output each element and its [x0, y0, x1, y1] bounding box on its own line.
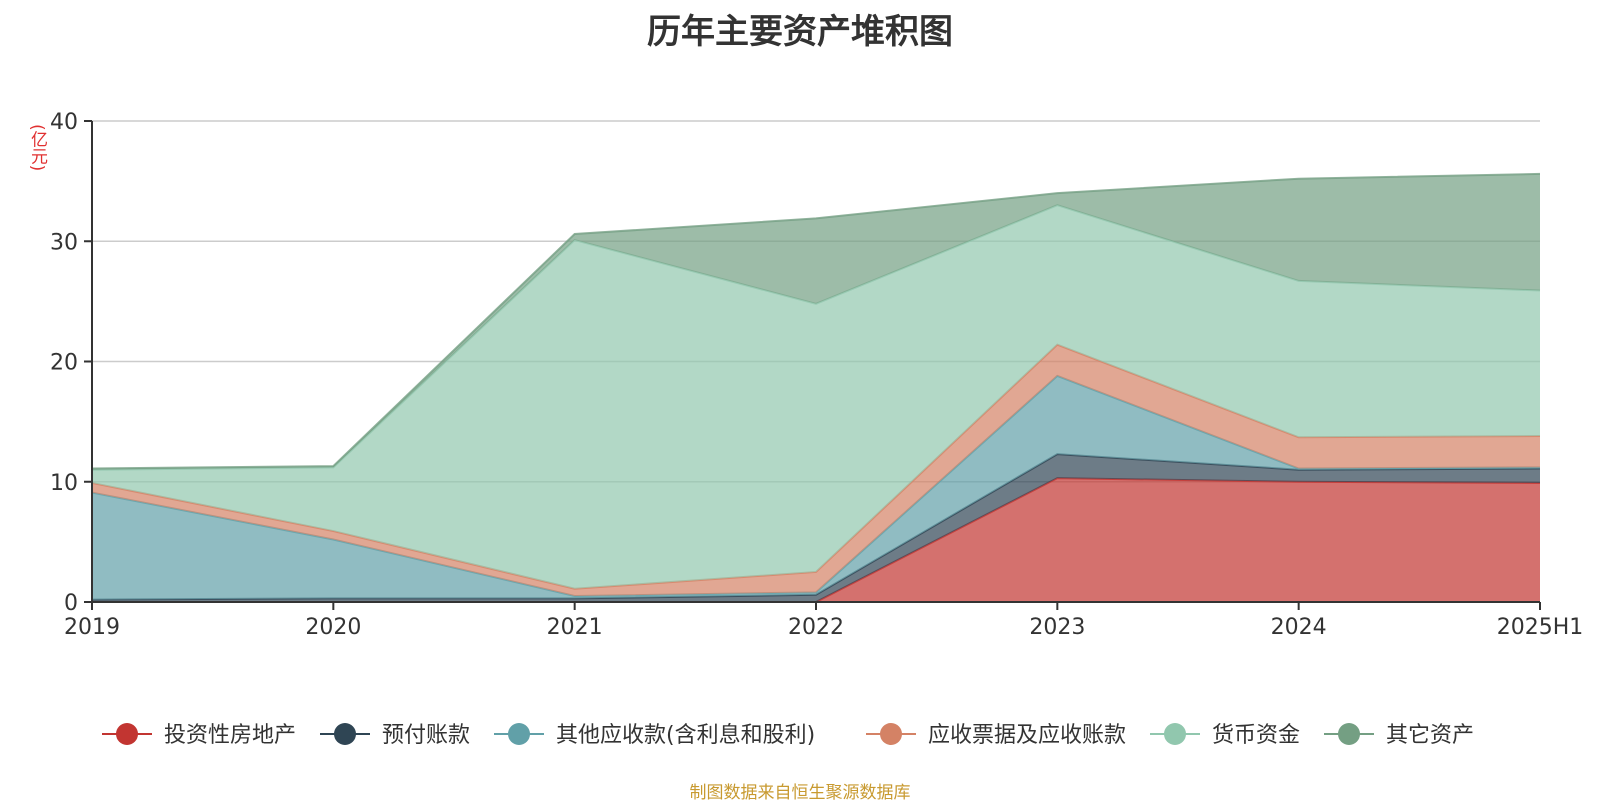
- legend-item-0[interactable]: 投资性房地产: [102, 723, 296, 748]
- y-tick-label-4: 40: [50, 110, 78, 135]
- legend-marker-1: [334, 723, 356, 745]
- area-line-5: [91, 172, 1541, 470]
- legend-item-4[interactable]: 货币资金: [1150, 723, 1300, 748]
- legend-marker-0: [116, 723, 138, 745]
- axes: 0 10 20 30 40 2019 2020 2021 2022 2023 2024 2025H1: [50, 110, 1583, 640]
- x-tick-label-4: 2023: [1029, 615, 1085, 640]
- legend-label-2: 其他应收款(含利息和股利): [556, 723, 815, 748]
- legend-item-1[interactable]: 预付账款: [320, 723, 470, 748]
- x-tick-label-3: 2022: [788, 615, 844, 640]
- legend-item-3[interactable]: 应收票据及应收账款: [866, 723, 1126, 748]
- x-tick-label-1: 2020: [305, 615, 361, 640]
- data-source-note: 制图数据来自恒生聚源数据库: [689, 783, 911, 800]
- x-tick-label-5: 2024: [1271, 615, 1327, 640]
- legend-label-3: 应收票据及应收账款: [928, 723, 1126, 748]
- legend: 投资性房地产 预付账款 其他应收款(含利息和股利) 应收票据及应收账款 货币资金 其它资产: [102, 723, 1474, 748]
- area-series-5: [92, 173, 1540, 470]
- legend-label-4: 货币资金: [1212, 723, 1300, 748]
- area-series-4: [92, 205, 1540, 589]
- chart-title: 历年主要资产堆积图: [647, 12, 953, 52]
- y-tick-label-0: 0: [64, 591, 78, 616]
- area-series-2: [92, 375, 1540, 600]
- x-tick-label-2: 2021: [547, 615, 603, 640]
- area-series: [91, 172, 1541, 603]
- legend-marker-5: [1338, 723, 1360, 745]
- y-tick-label-1: 10: [50, 471, 78, 496]
- area-series-3: [92, 344, 1540, 596]
- x-tick-label-0: 2019: [64, 615, 120, 640]
- area-series-0: [92, 478, 1540, 602]
- y-axis-unit: (亿元): [27, 124, 47, 172]
- y-tick-label-3: 30: [50, 230, 78, 255]
- legend-item-2[interactable]: 其他应收款(含利息和股利): [494, 723, 815, 748]
- legend-label-0: 投资性房地产: [164, 723, 296, 748]
- legend-marker-4: [1164, 723, 1186, 745]
- legend-label-5: 其它资产: [1386, 723, 1474, 748]
- legend-marker-3: [880, 723, 902, 745]
- legend-label-1: 预付账款: [382, 723, 470, 748]
- x-tick-label-6: 2025H1: [1497, 615, 1584, 640]
- legend-marker-2: [508, 723, 530, 745]
- y-tick-label-2: 20: [50, 351, 78, 376]
- legend-item-5[interactable]: 其它资产: [1324, 723, 1474, 748]
